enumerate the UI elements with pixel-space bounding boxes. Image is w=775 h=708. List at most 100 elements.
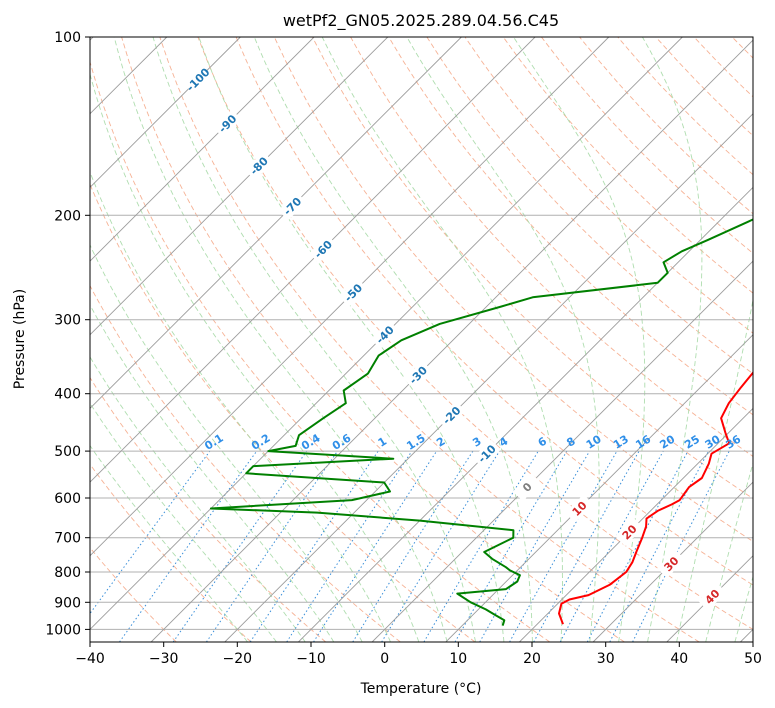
moist-adiabat-line bbox=[90, 356, 306, 642]
isotherm-label-bg bbox=[472, 439, 501, 468]
moist-adiabat-line bbox=[90, 444, 248, 642]
dry-adiabat-line bbox=[90, 547, 177, 642]
x-tick-label: 50 bbox=[744, 651, 762, 667]
isotherm-label-bg bbox=[698, 582, 727, 611]
mixing-ratio-line bbox=[172, 450, 308, 642]
isotherm-line bbox=[90, 37, 389, 336]
isotherm-label-bg bbox=[278, 192, 307, 221]
mixing-ratio-line bbox=[533, 450, 640, 642]
y-tick-label: 100 bbox=[54, 30, 81, 46]
y-tick-label: 1000 bbox=[45, 622, 81, 638]
profile-lines bbox=[209, 218, 753, 626]
mixing-ratio-line bbox=[90, 450, 211, 615]
plot-frame bbox=[89, 36, 754, 643]
isotherm-line bbox=[90, 37, 241, 189]
moist-adiabat-line bbox=[90, 72, 420, 642]
isotherm-line bbox=[90, 37, 610, 557]
dry-adiabat-line bbox=[90, 376, 326, 642]
y-tick-label: 400 bbox=[54, 387, 81, 403]
moist-adiabat-line bbox=[90, 402, 277, 642]
y-axis-ticks: 1000 900 800 700 600 500 400 300 200 100 bbox=[45, 30, 90, 638]
isotherm-line bbox=[150, 39, 753, 642]
y-tick-label: 600 bbox=[54, 491, 81, 507]
dry-adiabat-line bbox=[90, 463, 252, 642]
x-axis-ticks: −40 −30 −20 −10 0 10 20 30 40 50 bbox=[75, 642, 762, 667]
x-tick-label: 20 bbox=[523, 651, 541, 667]
isotherm-line bbox=[90, 37, 536, 483]
y-tick-label: 200 bbox=[54, 208, 81, 224]
moist-adiabat-line bbox=[642, 37, 703, 642]
x-tick-label: 10 bbox=[449, 651, 467, 667]
y-tick-label: 700 bbox=[54, 531, 81, 547]
dry-adiabat-line bbox=[90, 183, 476, 642]
dry-adiabat-line bbox=[312, 37, 753, 500]
y-tick-label: 800 bbox=[54, 565, 81, 581]
mixing-ratio-line bbox=[286, 450, 413, 642]
moist-adiabat-line bbox=[113, 37, 448, 642]
isotherm-line bbox=[298, 186, 753, 642]
moist-adiabat-line bbox=[253, 37, 533, 642]
moist-adiabat-line bbox=[90, 243, 363, 642]
x-tick-label: 30 bbox=[597, 651, 615, 667]
plot-background bbox=[90, 37, 753, 642]
x-tick-label: −30 bbox=[149, 651, 179, 667]
dry-adiabat-line bbox=[502, 37, 753, 294]
x-tick-label: −10 bbox=[296, 651, 326, 667]
isotherm-label-bg bbox=[512, 472, 542, 502]
mixing-ratio-line bbox=[632, 450, 730, 642]
moist-adiabat-line bbox=[321, 37, 563, 642]
mixing-ratio-line bbox=[509, 450, 618, 642]
mixing-ratio-line bbox=[352, 450, 474, 642]
temperature-profile-line bbox=[558, 371, 753, 625]
isotherm-line bbox=[592, 481, 753, 642]
moist-adiabat-line bbox=[734, 575, 753, 642]
dry-adiabat-line bbox=[388, 37, 753, 416]
isotherm-line bbox=[90, 37, 462, 410]
isotherm-line bbox=[445, 334, 753, 642]
isotherm-label-bg bbox=[565, 494, 594, 523]
isotherm-label-bg bbox=[183, 65, 213, 94]
dry-adiabat-line bbox=[426, 37, 753, 375]
dewpoint-profile-line bbox=[209, 218, 753, 626]
dry-adiabat-line bbox=[235, 37, 753, 586]
x-tick-label: −20 bbox=[223, 651, 253, 667]
isotherm-label-bg bbox=[308, 234, 338, 264]
mixing-ratio-line bbox=[559, 450, 664, 642]
isotherm-label-bg bbox=[615, 517, 644, 547]
y-tick-label: 900 bbox=[54, 595, 81, 611]
y-tick-label: 300 bbox=[54, 313, 81, 329]
moist-adiabat-line bbox=[90, 170, 391, 642]
isotherm-label-bg bbox=[657, 549, 686, 579]
moist-adiabat-line bbox=[198, 37, 505, 642]
isotherm-label-bg bbox=[244, 151, 274, 180]
mixing-ratio-line bbox=[381, 450, 500, 642]
x-tick-label: 40 bbox=[670, 651, 688, 667]
isotherm-label-bg bbox=[339, 278, 368, 307]
moist-adiabats bbox=[90, 37, 753, 642]
mixing-ratio-line bbox=[313, 450, 438, 642]
x-axis-label: Temperature (°C) bbox=[360, 681, 482, 697]
isotherm-line bbox=[90, 37, 315, 262]
dry-adiabat-line bbox=[121, 37, 625, 642]
mixing-ratio-line bbox=[119, 450, 258, 642]
moist-adiabat-line bbox=[406, 37, 600, 642]
y-axis-label: Pressure (hPa) bbox=[12, 289, 28, 389]
moist-adiabat-line bbox=[676, 297, 753, 642]
moist-adiabat-line bbox=[513, 37, 646, 642]
chart-title: wetPf2_GN05.2025.289.04.56.C45 bbox=[283, 11, 559, 31]
x-tick-label: 0 bbox=[380, 651, 389, 667]
y-tick-label: 500 bbox=[54, 444, 81, 460]
isotherm-line bbox=[224, 113, 753, 642]
dry-adiabat-line bbox=[90, 60, 551, 642]
dry-adiabat-line bbox=[159, 37, 700, 642]
mixing-ratio-lines bbox=[90, 450, 730, 642]
isotherm-label-bg bbox=[403, 360, 433, 390]
x-tick-label: −40 bbox=[75, 651, 105, 667]
mixing-ratio-line bbox=[249, 450, 379, 642]
mixing-ratio-line bbox=[205, 450, 338, 642]
isotherm-line bbox=[371, 260, 753, 642]
isotherm-label-bg bbox=[370, 320, 399, 349]
isotherm-label-bg bbox=[213, 109, 242, 138]
isotherm-label-bg bbox=[437, 401, 466, 430]
